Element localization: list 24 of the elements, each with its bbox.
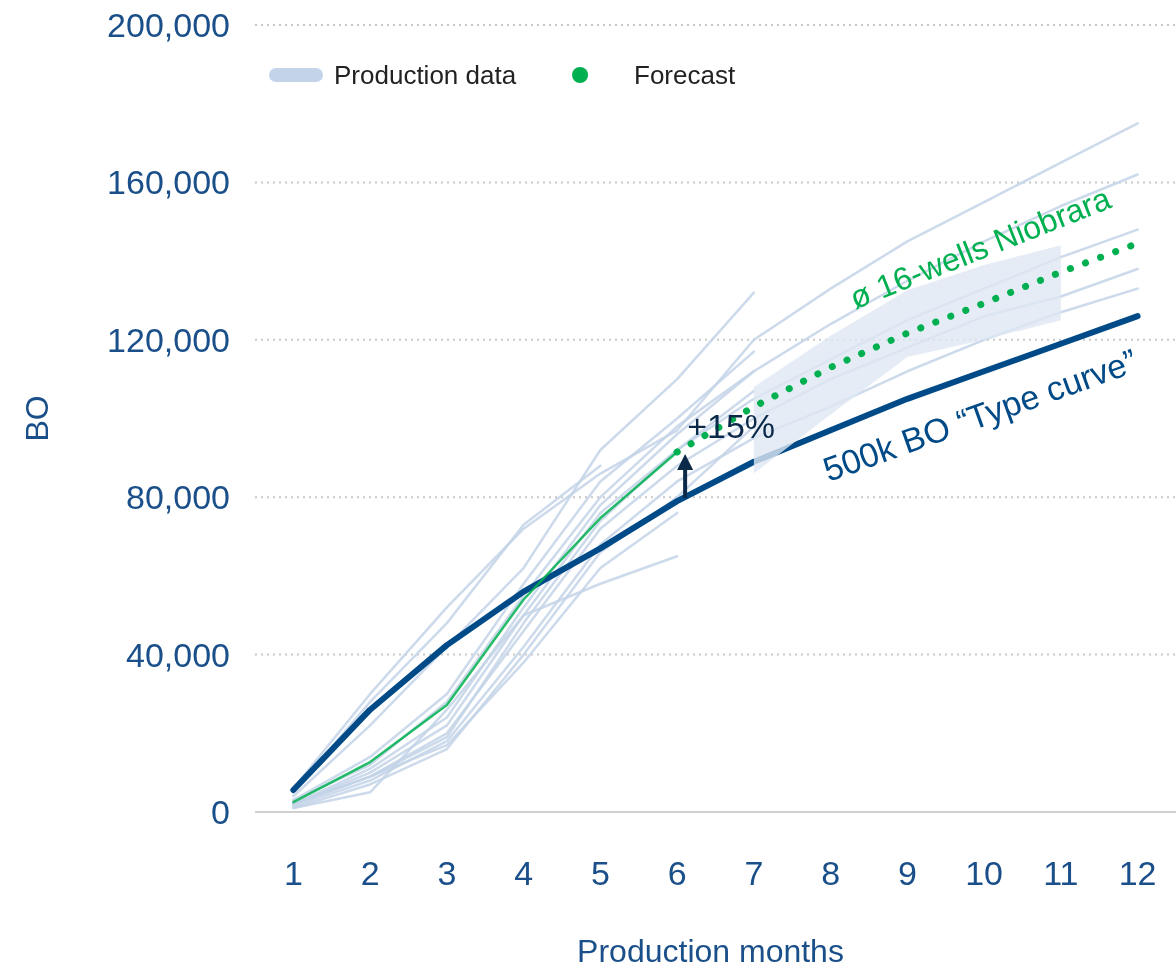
y-tick-label: 120,000 [107, 320, 230, 359]
x-tick-label: 4 [514, 854, 534, 892]
x-tick-label: 7 [744, 854, 764, 892]
y-tick-label: 200,000 [107, 5, 230, 44]
y-tick-label: 40,000 [126, 635, 230, 674]
y-tick-label: 0 [211, 792, 230, 831]
legend-label: Production data [334, 60, 517, 91]
x-tick-label: 6 [667, 854, 687, 892]
x-tick-label: 8 [821, 854, 841, 892]
x-tick-label: 11 [1043, 854, 1079, 892]
x-tick-label: 5 [590, 854, 610, 892]
y-axis-title: BO [19, 395, 55, 442]
x-tick-label: 3 [437, 854, 457, 892]
y-tick-label: 160,000 [107, 163, 230, 202]
legend-label: Forecast [634, 60, 736, 91]
x-axis-title: Production months [577, 933, 844, 969]
x-tick-label: 12 [1118, 854, 1157, 892]
annotation: +15% [687, 406, 776, 445]
text: 500k BO “Type curve” [818, 341, 1143, 489]
y-tick-label: 80,000 [126, 478, 230, 517]
x-tick-label: 1 [283, 854, 303, 892]
x-tick-label: 2 [360, 854, 380, 892]
x-tick-label: 9 [897, 854, 917, 892]
x-tick-label: 10 [965, 854, 1004, 892]
